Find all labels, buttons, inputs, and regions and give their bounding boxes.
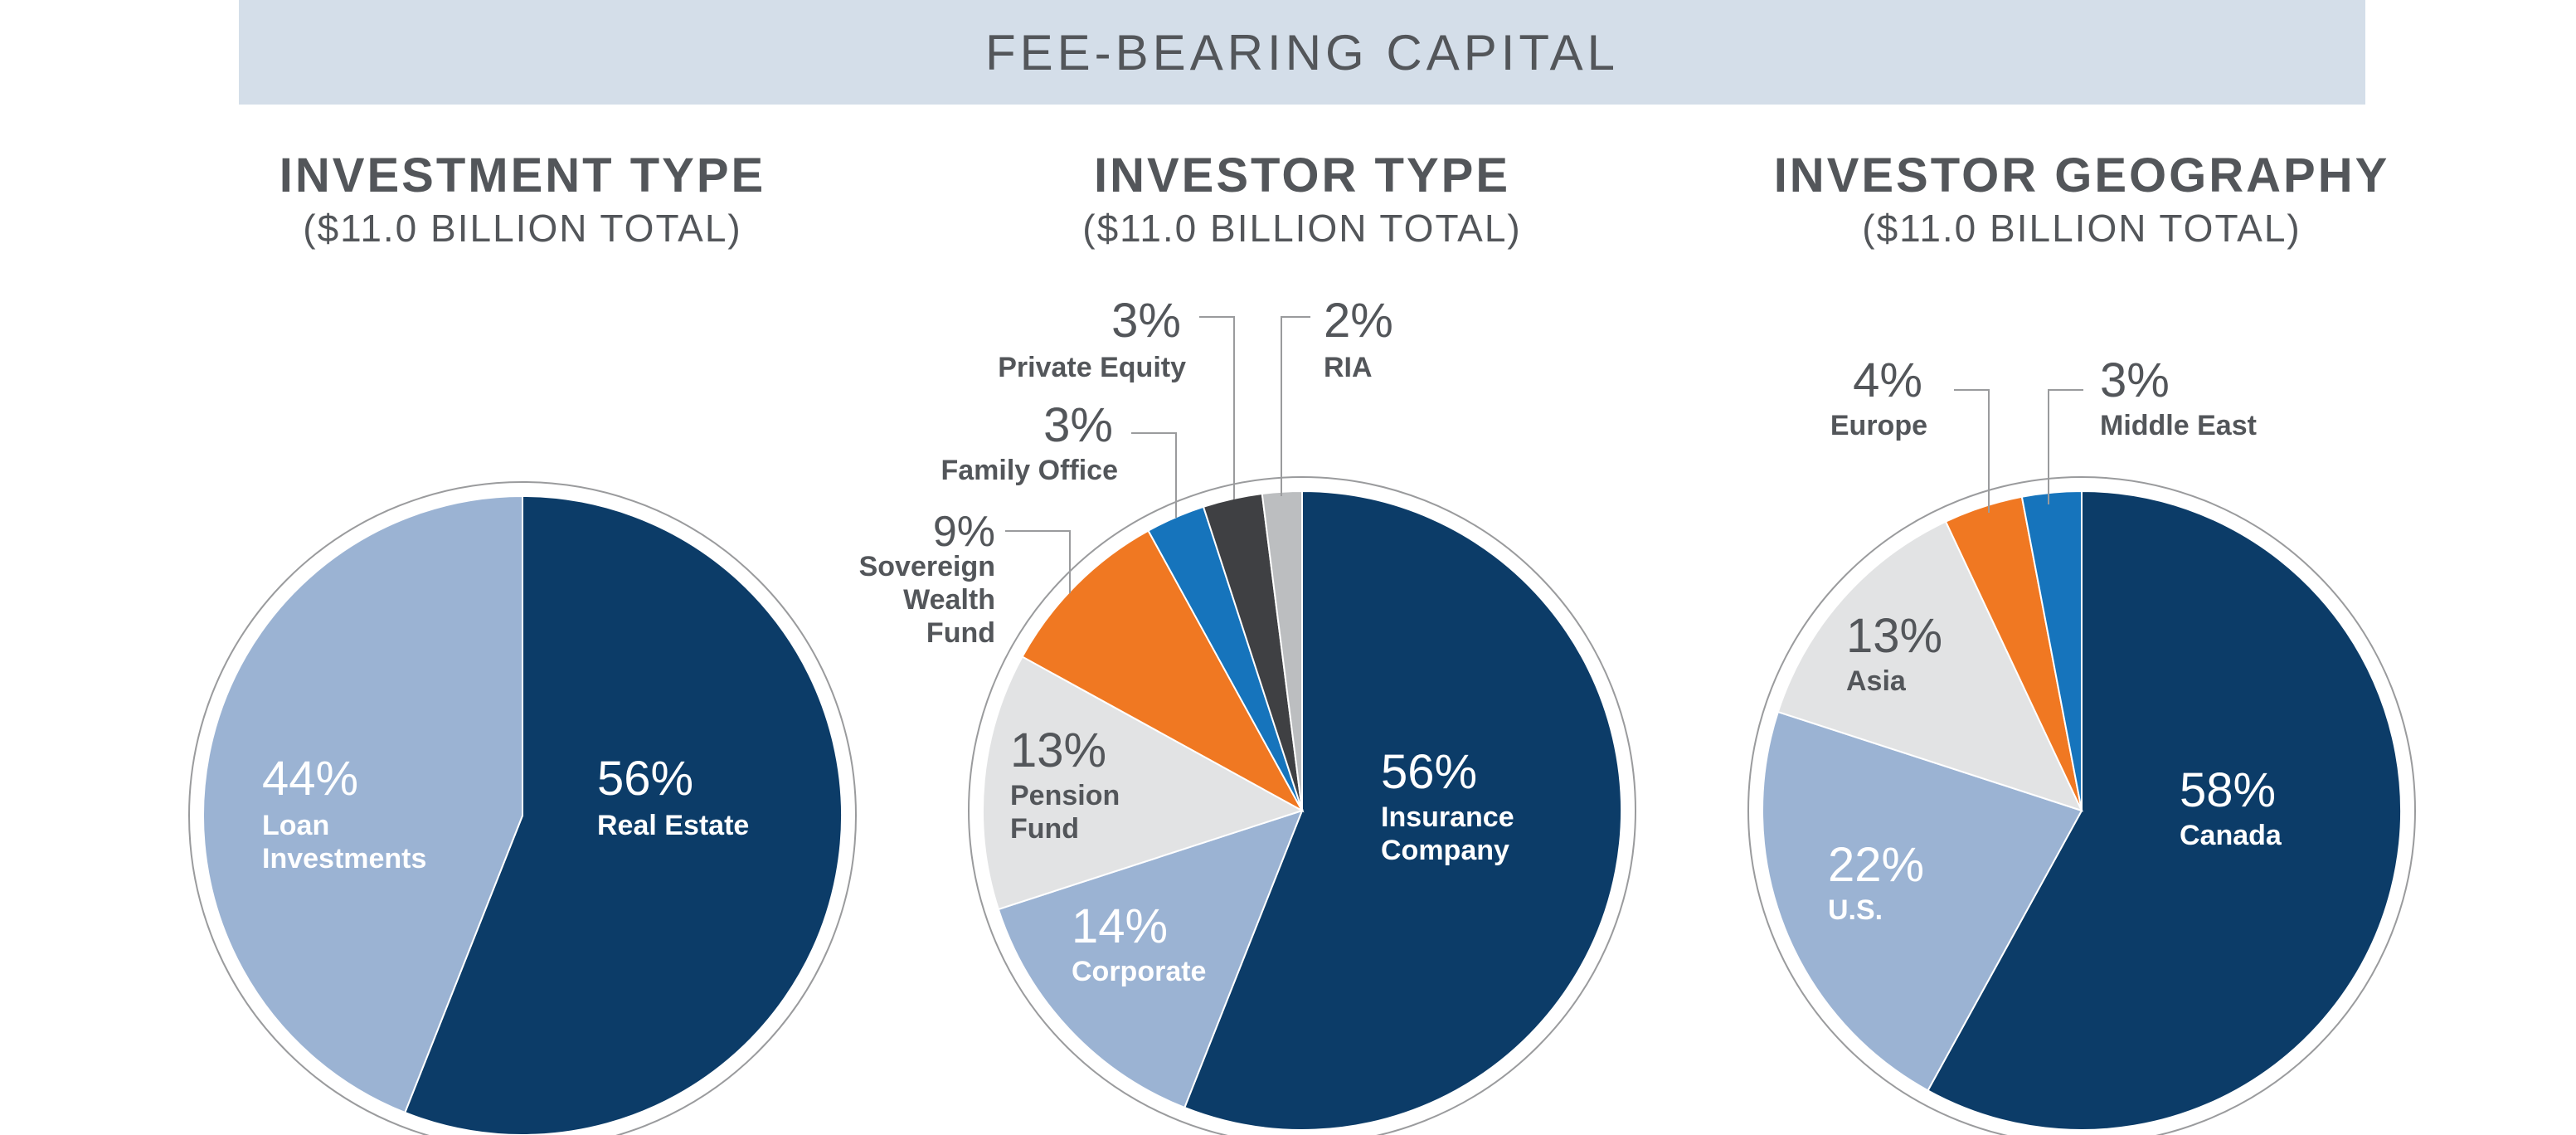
investor-geography-leader-europe	[1954, 389, 1990, 513]
investment-type-label-loan-investments: Loan Investments	[262, 810, 426, 874]
investor-geography-pie	[1747, 476, 2416, 1135]
chart-title-investment-type: INVESTMENT TYPE	[279, 149, 766, 202]
chart-title-investor-type: INVESTOR TYPE	[1093, 149, 1511, 202]
investor-type-value-insurance-company: 56%	[1381, 745, 1477, 799]
chart-subtitle-investor-geography: ($11.0 BILLION TOTAL)	[1862, 207, 2301, 250]
investment-type-slice-real-estate	[403, 494, 843, 1135]
chart-title-investor-geography: INVESTOR GEOGRAPHY	[1773, 149, 2390, 202]
investor-geography-label-europe: Europe	[1830, 410, 1927, 441]
investor-type-label-ria: RIA	[1324, 352, 1373, 383]
investor-geography-slice-asia	[1776, 520, 2083, 812]
investor-type-value-ria: 2%	[1324, 294, 1393, 348]
investor-geography-value-asia: 13%	[1846, 609, 1942, 663]
investor-type-value-private-equity: 3%	[1111, 294, 1181, 348]
investor-type-leader-private-equity	[1199, 316, 1235, 499]
investor-geography-label-asia: Asia	[1846, 665, 1907, 697]
chart-subtitle-investment-type: ($11.0 BILLION TOTAL)	[303, 207, 742, 250]
investor-type-label-corporate: Corporate	[1072, 956, 1206, 987]
investor-type-label-private-equity: Private Equity	[998, 352, 1186, 383]
investor-type-value-sovereign-wealth-fund: 9%	[933, 508, 995, 556]
investment-type-value-real-estate: 56%	[597, 752, 693, 806]
investor-geography-value-middle-east: 3%	[2100, 353, 2170, 407]
investor-type-slice-sovereign-wealth-fund	[1021, 529, 1305, 813]
investment-type-value-loan-investments: 44%	[262, 752, 358, 806]
investment-type-slice-loan-investments	[202, 494, 523, 1114]
investor-type-leader-family-office	[1131, 432, 1177, 518]
investor-geography-value-europe: 4%	[1853, 353, 1922, 407]
investor-type-label-sovereign-wealth-fund: Sovereign Wealth Fund	[859, 551, 995, 649]
chart-subtitle-investor-type: ($11.0 BILLION TOTAL)	[1082, 207, 1522, 250]
header-title: FEE-BEARING CAPITAL	[984, 24, 1620, 80]
investor-type-label-family-office: Family Office	[940, 455, 1118, 486]
investor-geography-slice-middle-east	[2020, 490, 2083, 811]
investor-geography-label-middle-east: Middle East	[2100, 410, 2257, 441]
investment-type-label-real-estate: Real Estate	[597, 810, 749, 841]
investor-geography-slice-u-s	[1762, 710, 2083, 1092]
investment-type-pie	[188, 481, 857, 1135]
investor-type-slice-insurance-company	[1183, 490, 1623, 1131]
investor-type-label-pension-fund: Pension Fund	[1010, 780, 1120, 845]
investor-type-label-insurance-company: Insurance Company	[1381, 801, 1514, 866]
investor-geography-slice-canada	[1927, 490, 2402, 1131]
investor-geography-leader-middle-east	[2048, 389, 2083, 504]
investor-type-leader-sovereign-wealth-fund	[1005, 530, 1071, 593]
investor-type-value-family-office: 3%	[1043, 398, 1113, 452]
investor-geography-label-u-s: U.S.	[1828, 894, 1883, 926]
investor-type-value-pension-fund: 13%	[1010, 723, 1106, 777]
investor-type-leader-ria	[1281, 316, 1310, 496]
investor-geography-value-canada: 58%	[2180, 763, 2276, 817]
header-banner: FEE-BEARING CAPITAL	[239, 0, 2365, 105]
investor-geography-label-canada: Canada	[2180, 820, 2282, 851]
investor-type-value-corporate: 14%	[1072, 899, 1168, 953]
investor-geography-value-u-s: 22%	[1828, 838, 1924, 892]
investor-type-slice-pension-fund	[982, 655, 1305, 911]
investor-type-pie	[968, 476, 1636, 1135]
